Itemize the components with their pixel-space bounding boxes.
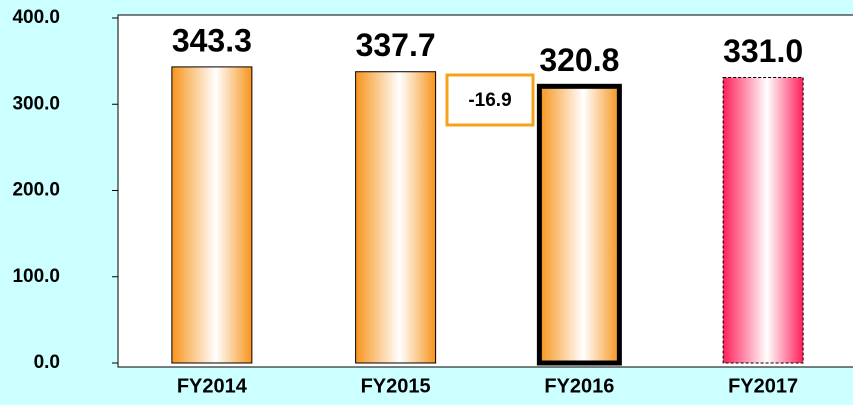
value-label: 337.7	[356, 27, 436, 63]
bar	[722, 77, 804, 364]
y-tick-label: 200.0	[12, 180, 60, 201]
bar	[355, 71, 437, 364]
value-label: 320.8	[539, 42, 619, 78]
value-label: 331.0	[723, 33, 803, 69]
x-tick-label: FY2017	[728, 375, 798, 397]
bar	[171, 66, 253, 364]
x-tick-label: FY2014	[177, 375, 248, 397]
value-label: 343.3	[172, 22, 252, 58]
x-tick-label: FY2015	[361, 375, 431, 397]
y-tick-label: 0.0	[34, 352, 60, 373]
y-tick-label: 300.0	[12, 93, 60, 114]
annotation-box	[445, 73, 535, 127]
bar	[536, 83, 622, 366]
y-tick-label: 100.0	[12, 266, 60, 287]
y-tick-label: 400.0	[12, 7, 60, 28]
x-tick-label: FY2016	[544, 375, 614, 397]
annotation: -16.9	[468, 90, 511, 111]
